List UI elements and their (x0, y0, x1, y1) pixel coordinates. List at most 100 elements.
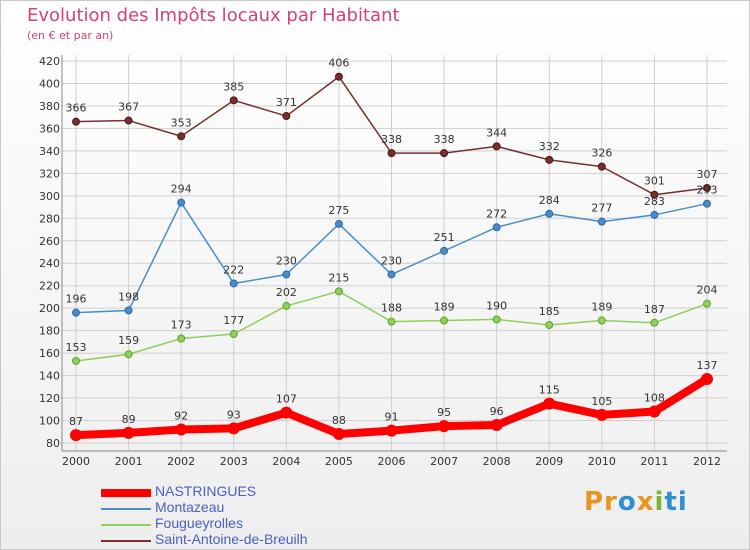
legend-swatch (101, 489, 151, 497)
data-point (124, 116, 133, 125)
x-tick-label: 2002 (167, 455, 195, 468)
x-tick-label: 2008 (483, 455, 511, 468)
data-point (492, 142, 501, 151)
data-label: 177 (223, 314, 244, 327)
legend-label: NASTRINGUES (155, 483, 257, 499)
logo-part: ti (664, 487, 688, 517)
x-tick-label: 2001 (115, 455, 143, 468)
data-point (440, 316, 449, 325)
data-point (701, 372, 713, 385)
data-point (72, 356, 80, 365)
data-point (545, 321, 554, 330)
data-point (492, 223, 501, 232)
data-label: 202 (276, 286, 297, 299)
y-tick-label: 80 (46, 437, 60, 450)
data-point (175, 423, 188, 436)
data-point (177, 132, 186, 141)
y-tick-label: 420 (39, 55, 60, 68)
data-label: 222 (223, 263, 244, 276)
data-point (227, 422, 240, 435)
proxiti-logo: Proxiti (584, 487, 688, 517)
data-labels: 366 367 353 385 371 406 338 338 344 332 326 301 307 1… (66, 57, 718, 428)
data-point (703, 199, 711, 208)
data-point (492, 315, 501, 324)
gridlines (62, 55, 727, 451)
logo-part: i (654, 487, 665, 517)
data-point (545, 155, 554, 164)
data-point (282, 270, 291, 279)
data-point (124, 306, 133, 315)
data-point (229, 96, 238, 105)
data-label: 272 (486, 207, 507, 220)
data-point (597, 162, 606, 171)
logo-part: x (636, 487, 655, 517)
data-label: 307 (697, 168, 718, 181)
data-point (650, 318, 659, 327)
data-label: 91 (385, 411, 399, 424)
data-point (332, 428, 345, 441)
data-label: 190 (486, 299, 507, 312)
legend-swatch (101, 508, 151, 510)
data-point (703, 299, 711, 308)
data-point (545, 209, 554, 218)
data-point (229, 330, 238, 339)
data-label: 338 (381, 133, 402, 146)
data-point (70, 429, 82, 442)
chart-subtitle: (en € et par an) (27, 29, 114, 42)
data-point (440, 246, 449, 255)
data-label: 92 (174, 410, 188, 423)
data-point (597, 217, 606, 226)
data-point (282, 112, 291, 121)
data-label: 251 (434, 231, 455, 244)
data-point (122, 426, 135, 439)
data-label: 95 (437, 406, 451, 419)
data-label: 385 (223, 80, 244, 93)
y-tick-label: 260 (39, 235, 60, 248)
legend-label: Fougueyrolles (155, 515, 243, 531)
data-label: 107 (276, 393, 297, 406)
x-tick-label: 2005 (325, 455, 353, 468)
data-label: 344 (486, 126, 507, 139)
y-tick-label: 200 (39, 302, 60, 315)
data-point (280, 406, 293, 419)
y-tick-label: 320 (39, 167, 60, 180)
data-point (385, 424, 398, 437)
data-label: 332 (539, 140, 560, 153)
x-tick-label: 2007 (430, 455, 458, 468)
data-point (334, 72, 343, 81)
y-tick-label: 240 (39, 257, 60, 270)
data-label: 301 (644, 175, 665, 188)
data-label: 187 (644, 303, 665, 316)
y-tick-label: 120 (39, 392, 60, 405)
data-label: 353 (171, 116, 192, 129)
y-axis: 80 100 120 140 160 180 200 220 240 260 280 300 320 34… (39, 55, 63, 451)
legend-swatch (101, 540, 151, 542)
data-label: 371 (276, 96, 297, 109)
data-label: 283 (644, 195, 665, 208)
data-label: 108 (644, 392, 665, 405)
data-point (282, 301, 291, 310)
data-label: 367 (118, 101, 139, 114)
y-tick-label: 160 (39, 347, 60, 360)
data-label: 204 (697, 284, 718, 297)
data-label: 277 (591, 202, 612, 215)
data-label: 185 (539, 305, 560, 318)
x-axis: 2000 2001 2002 2003 2004 2005 2006 2007 2008 2009… (62, 450, 727, 468)
y-tick-label: 400 (39, 77, 60, 90)
data-label: 153 (66, 341, 87, 354)
data-label: 188 (381, 302, 402, 315)
data-label: 189 (591, 301, 612, 314)
y-tick-label: 340 (39, 145, 60, 158)
y-tick-label: 380 (39, 100, 60, 113)
x-tick-label: 2011 (640, 455, 668, 468)
data-label: 105 (591, 395, 612, 408)
series-lines (70, 72, 713, 442)
data-label: 230 (381, 254, 402, 267)
data-point (387, 317, 396, 326)
data-point (72, 117, 80, 126)
data-point (438, 420, 451, 433)
data-point (703, 183, 711, 192)
data-point (177, 334, 186, 343)
chart-title: Evolution des Impôts locaux par Habitant (27, 5, 400, 26)
